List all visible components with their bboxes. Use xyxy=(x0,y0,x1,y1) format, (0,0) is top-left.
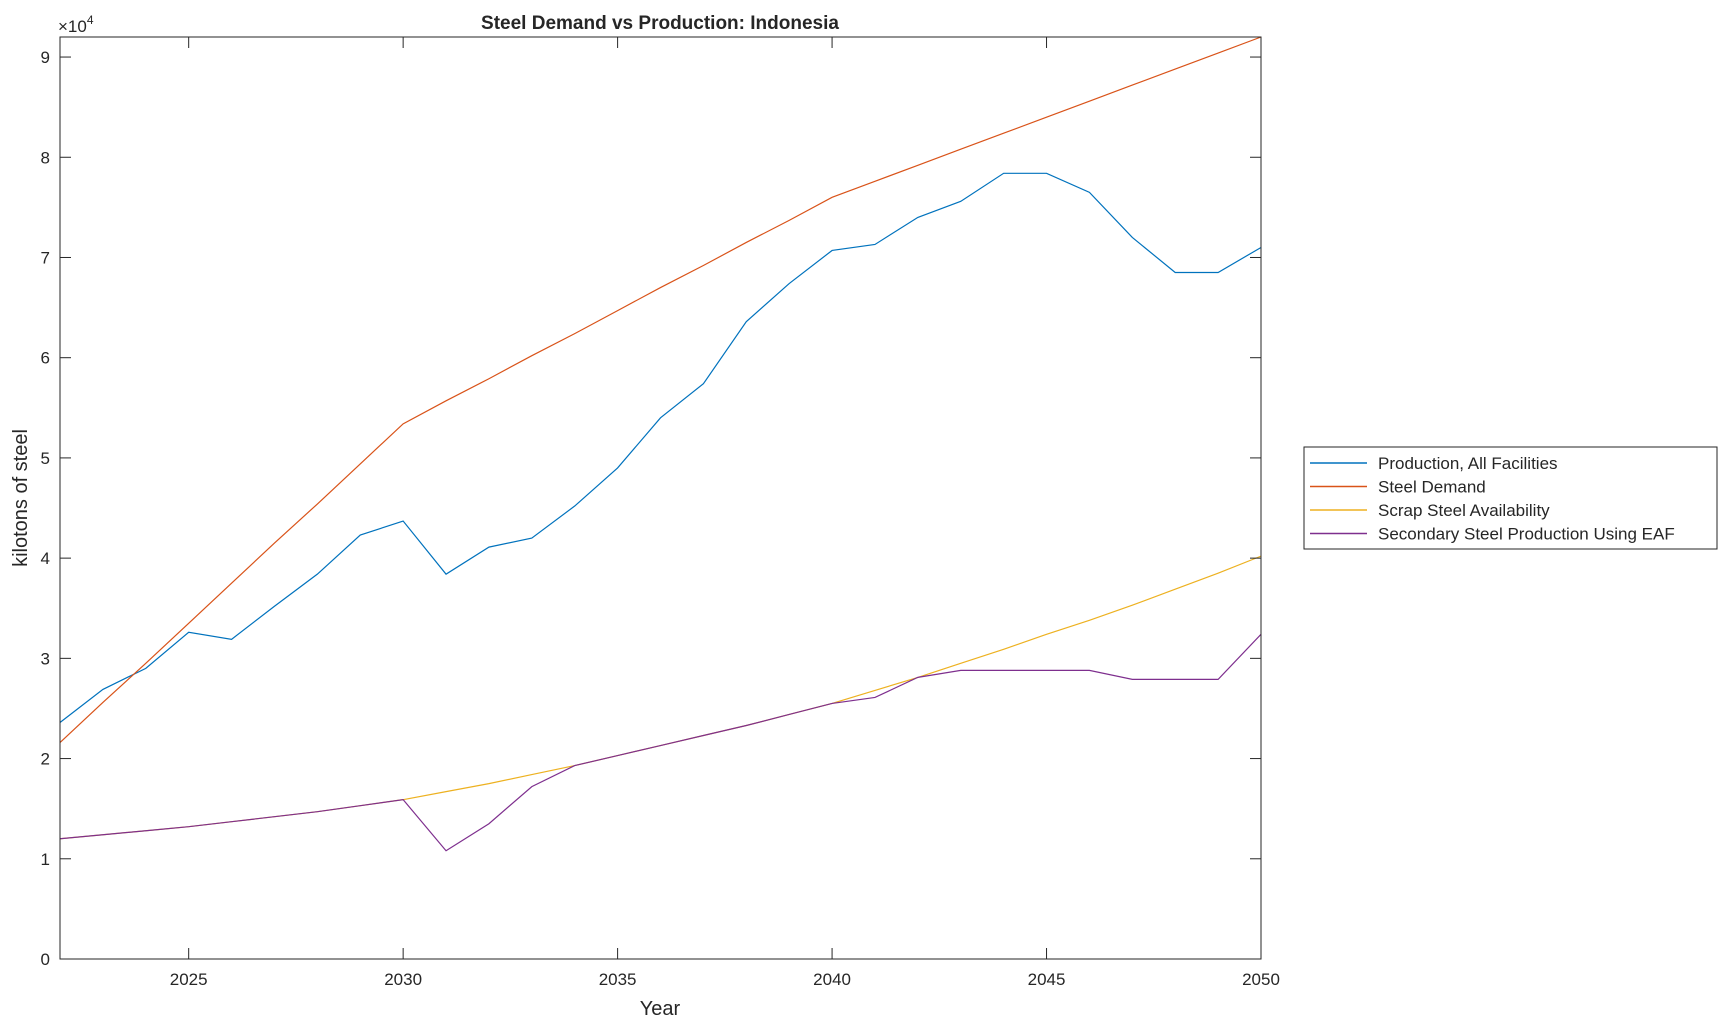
legend-label: Steel Demand xyxy=(1378,478,1486,497)
series-line-1 xyxy=(59,172,1262,723)
legend-item[interactable]: Steel Demand xyxy=(1310,478,1486,497)
legend-label: Scrap Steel Availability xyxy=(1378,501,1550,520)
x-tick-label: 2025 xyxy=(170,970,208,989)
y-tick-label: 2 xyxy=(41,750,50,769)
y-axis: 0 1 2 3 4 5 6 7 8 9 xyxy=(41,48,1261,969)
y-tick-label: 6 xyxy=(41,349,50,368)
legend-label: Production, All Facilities xyxy=(1378,454,1558,473)
x-tick-label: 2040 xyxy=(813,970,851,989)
legend-label: Secondary Steel Production Using EAF xyxy=(1378,525,1675,544)
legend-item[interactable]: Scrap Steel Availability xyxy=(1310,501,1550,520)
series-line-3 xyxy=(59,555,1262,840)
y-tick-label: 0 xyxy=(41,950,50,969)
y-tick-label: 5 xyxy=(41,449,50,468)
x-axis-label: Year xyxy=(640,998,681,1020)
legend[interactable]: Production, All Facilities Steel Demand Sc… xyxy=(1303,446,1718,550)
series-line-4 xyxy=(59,633,1262,852)
legend-box xyxy=(1303,446,1718,550)
y-tick-label: 1 xyxy=(41,850,50,869)
legend-item[interactable]: Production, All Facilities xyxy=(1310,454,1558,473)
y-tick-label: 7 xyxy=(41,248,50,267)
x-axis: 2025 2030 2035 2040 2045 2050 xyxy=(170,37,1280,989)
x-tick-label: 2050 xyxy=(1242,970,1280,989)
y-axis-label: kilotons of steel xyxy=(10,429,32,567)
y-tick-label: 3 xyxy=(41,649,50,668)
y-exponent: ×104 xyxy=(58,13,94,36)
legend-item[interactable]: Secondary Steel Production Using EAF xyxy=(1310,525,1675,544)
x-tick-label: 2045 xyxy=(1028,970,1066,989)
chart-title: Steel Demand vs Production: Indonesia xyxy=(481,13,839,34)
plot-lines xyxy=(59,36,1262,852)
y-tick-label: 9 xyxy=(41,48,50,67)
y-tick-label: 8 xyxy=(41,148,50,167)
plot-area-frame xyxy=(59,36,1262,960)
svg-text:×104: ×104 xyxy=(58,13,94,36)
y-exponent-power: 4 xyxy=(87,13,94,27)
series-line-2 xyxy=(59,36,1262,743)
y-exponent-base: ×10 xyxy=(58,17,87,36)
y-tick-label: 4 xyxy=(41,549,50,568)
x-tick-label: 2035 xyxy=(599,970,637,989)
x-tick-label: 2030 xyxy=(384,970,422,989)
